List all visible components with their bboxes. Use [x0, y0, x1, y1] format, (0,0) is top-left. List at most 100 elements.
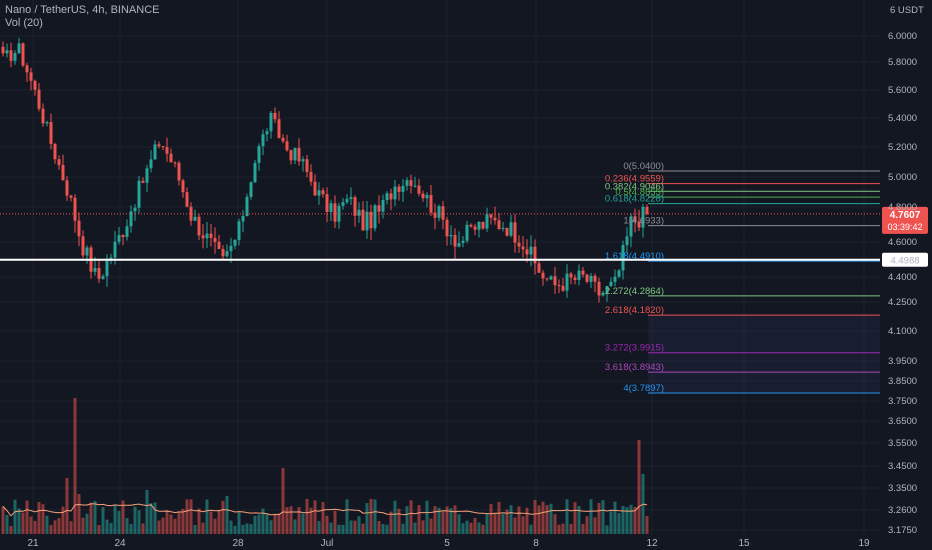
candle — [81, 236, 85, 256]
candle — [57, 159, 61, 165]
volume-bar — [585, 516, 589, 534]
symbol-title[interactable]: Nano / TetherUS, 4h, BINANCE — [5, 4, 160, 16]
volume-bar — [145, 490, 149, 534]
y-tick-label: 4.1000 — [888, 326, 917, 337]
volume-bar — [553, 514, 557, 534]
volume-bar — [61, 506, 65, 534]
volume-bar — [601, 500, 605, 534]
candle — [545, 278, 549, 280]
volume-bar — [233, 525, 237, 534]
candle — [229, 245, 233, 252]
volume-bar — [157, 520, 161, 534]
volume-bar — [413, 522, 417, 534]
volume-indicator-label[interactable]: Vol (20) — [5, 17, 43, 29]
volume-bar — [73, 398, 77, 534]
volume-bar — [133, 506, 137, 534]
volume-bar — [213, 518, 217, 534]
volume-bar — [221, 500, 225, 534]
time-axis[interactable]: 21 24 28 Jul 5 8 12 15 19 — [27, 538, 870, 549]
volume-bar — [393, 500, 397, 534]
candle — [153, 144, 157, 160]
candle — [5, 50, 9, 54]
candle — [417, 185, 421, 194]
y-tick-label: 4.6000 — [888, 237, 917, 248]
candle — [9, 50, 13, 61]
volume-bar — [441, 511, 445, 534]
candle — [269, 112, 273, 132]
candle — [193, 216, 197, 221]
fib-label: 0(5.0400) — [623, 161, 664, 172]
volume-bar — [149, 503, 153, 534]
volume-bar — [509, 505, 513, 534]
candle — [137, 180, 141, 208]
candle — [557, 285, 561, 287]
candle — [121, 235, 125, 238]
price-axis[interactable]: 6 USDT 6.0000 5.8000 5.6000 5.4000 5.2000 5.00… — [888, 5, 924, 536]
volume-bar — [209, 511, 213, 534]
volume-bar — [105, 519, 109, 534]
candle — [605, 286, 609, 293]
volume-bar — [45, 515, 49, 534]
volume-bar — [369, 498, 373, 534]
candle — [493, 217, 497, 221]
candle — [245, 196, 249, 216]
candle — [209, 233, 213, 238]
volume-bar — [93, 500, 97, 534]
volume-bar — [345, 499, 349, 534]
candle — [77, 220, 81, 237]
candle — [549, 276, 553, 280]
volume-bar — [193, 524, 197, 534]
candle — [373, 205, 377, 229]
candle — [101, 276, 105, 279]
candle — [169, 153, 173, 163]
candle — [249, 182, 253, 197]
volume-bar — [577, 506, 581, 534]
y-tick-label: 5.6000 — [888, 85, 917, 96]
volume-bar — [445, 506, 449, 534]
candle — [325, 194, 329, 212]
y-tick-label: 3.7500 — [888, 396, 917, 407]
volume-bar — [613, 501, 617, 534]
fib-label: 2.618(4.1820) — [605, 305, 664, 316]
volume-bar — [385, 524, 389, 534]
candle — [433, 212, 437, 218]
volume-bar — [13, 499, 17, 534]
x-tick-label: 28 — [232, 538, 244, 549]
current-price-badge — [882, 206, 928, 234]
candle — [437, 206, 441, 218]
candle — [341, 202, 345, 206]
fib-label: 0.382(4.9046) — [605, 181, 664, 192]
fib-label: 0.236(4.9559) — [605, 174, 664, 185]
volume-bar — [425, 500, 429, 534]
candle — [537, 263, 541, 273]
volume-bar — [549, 503, 553, 534]
candle — [297, 147, 301, 162]
volume-bar — [249, 524, 253, 534]
volume-bar — [121, 500, 125, 534]
candle — [633, 216, 637, 222]
candle — [17, 43, 21, 54]
candle — [289, 150, 293, 161]
candle — [505, 227, 509, 236]
y-tick-label: 6.0000 — [888, 31, 917, 42]
volume-bar — [485, 513, 489, 534]
volume-bar — [477, 522, 481, 534]
volume-bar — [589, 499, 593, 534]
candle — [641, 206, 645, 228]
y-tick-label: 3.9500 — [888, 356, 917, 367]
volume-bar — [353, 520, 357, 534]
support-price-label: 4.4988 — [890, 256, 919, 267]
fib-label: 4(3.7897) — [623, 383, 664, 394]
volume-bar — [565, 499, 569, 534]
volume-bar — [545, 505, 549, 534]
volume-bar — [69, 521, 73, 534]
candle — [149, 159, 153, 169]
candle — [33, 80, 37, 90]
candle — [461, 240, 465, 244]
fib-label: 0.618(4.8228) — [605, 194, 664, 205]
volume-bar — [625, 507, 629, 534]
volume-bar — [517, 506, 521, 534]
volume-bar — [29, 516, 33, 534]
candle — [577, 270, 581, 280]
